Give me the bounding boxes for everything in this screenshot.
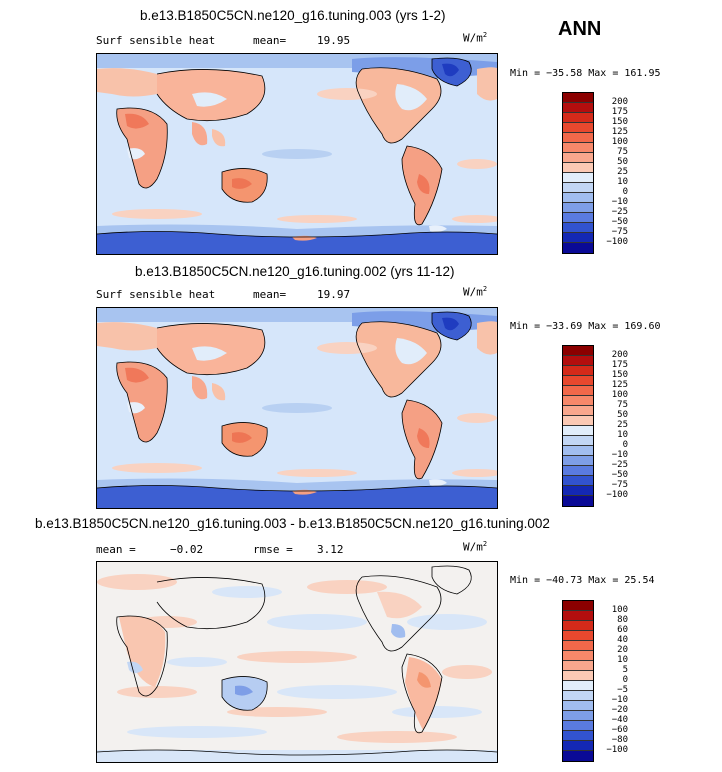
cbar-label: −5 [617,685,628,695]
panel1-map [96,53,498,255]
cbar-label: 40 [617,635,628,645]
cbar-label: 75 [617,147,628,157]
panel3-min-max: Min = −40.73 Max = 25.54 [510,575,655,586]
panel2-variable: Surf sensible heat [96,288,216,301]
cbar-label: 10 [617,177,628,187]
cbar-label: 75 [617,400,628,410]
cbar-label: −100 [606,237,628,247]
panel1-mean-value: 19.95 [317,34,351,47]
cbar-label: 100 [611,137,628,147]
panel3-mean-value: −0.02 [170,543,204,556]
panel1-colorbar [562,92,594,254]
cbar-label: −75 [611,480,628,490]
cbar-label: 150 [611,370,628,380]
cbar-label: −80 [611,735,628,745]
cbar-label: −25 [611,460,628,470]
cbar-label: −100 [606,490,628,500]
cbar-label: 200 [611,350,628,360]
panel2-title: b.e13.B1850C5CN.ne120_g16.tuning.002 (yr… [135,264,455,279]
cbar-label: −10 [611,197,628,207]
panel1-colorbar-labels: 200 175 150 125 100 75 50 25 10 0 −10 −2… [594,92,628,254]
cbar-label: 150 [611,117,628,127]
cbar-label: 50 [617,157,628,167]
cbar-label: 60 [617,625,628,635]
cbar-label: 0 [622,187,628,197]
cbar-label: 50 [617,410,628,420]
cbar-label: 0 [622,440,628,450]
cbar-label: −50 [611,470,628,480]
panel3-rmse-value: 3.12 [317,543,344,556]
panel1-variable: Surf sensible heat [96,34,216,47]
cbar-label: −60 [611,725,628,735]
cbar-label: 125 [611,380,628,390]
cbar-label: 25 [617,167,628,177]
panel1-title: b.e13.B1850C5CN.ne120_g16.tuning.003 (yr… [140,8,446,23]
season-label: ANN [558,18,602,40]
cbar-label: 10 [617,430,628,440]
cbar-label: 5 [622,665,628,675]
cbar-label: −100 [606,745,628,755]
panel1-min-max: Min = −35.58 Max = 161.95 [510,68,661,79]
cbar-label: 125 [611,127,628,137]
cbar-label: −40 [611,715,628,725]
cbar-label: −10 [611,450,628,460]
panel3-map [96,561,498,763]
panel3-mean-label: mean = [96,543,136,556]
cbar-label: 80 [617,615,628,625]
panel3-colorbar [562,600,594,762]
panel2-mean-label: mean= [253,288,287,301]
cbar-label: 25 [617,420,628,430]
panel2-units: W/m2 [463,285,488,299]
panel3-colorbar-labels: 100 80 60 40 20 10 5 0 −5 −10 −20 −40 −6… [594,600,628,762]
cbar-label: −50 [611,217,628,227]
cbar-label: 100 [611,605,628,615]
cbar-label: 0 [622,675,628,685]
cbar-label: −20 [611,705,628,715]
panel2-min-max: Min = −33.69 Max = 169.60 [510,321,661,332]
cbar-label: 175 [611,360,628,370]
panel3-title: b.e13.B1850C5CN.ne120_g16.tuning.003 - b… [35,516,550,531]
panel2-colorbar-labels: 200 175 150 125 100 75 50 25 10 0 −10 −2… [594,345,628,507]
cbar-label: −75 [611,227,628,237]
panel2-colorbar [562,345,594,507]
cbar-label: 200 [611,97,628,107]
panel2-map [96,307,498,509]
cbar-label: −25 [611,207,628,217]
panel2-mean-value: 19.97 [317,288,351,301]
panel3-rmse-label: rmse = [253,543,293,556]
panel1-units: W/m2 [463,31,488,45]
cbar-label: 175 [611,107,628,117]
cbar-label: 20 [617,645,628,655]
panel3-units: W/m2 [463,540,488,554]
cbar-label: −10 [611,695,628,705]
cbar-label: 10 [617,655,628,665]
cbar-label: 100 [611,390,628,400]
panel1-mean-label: mean= [253,34,287,47]
